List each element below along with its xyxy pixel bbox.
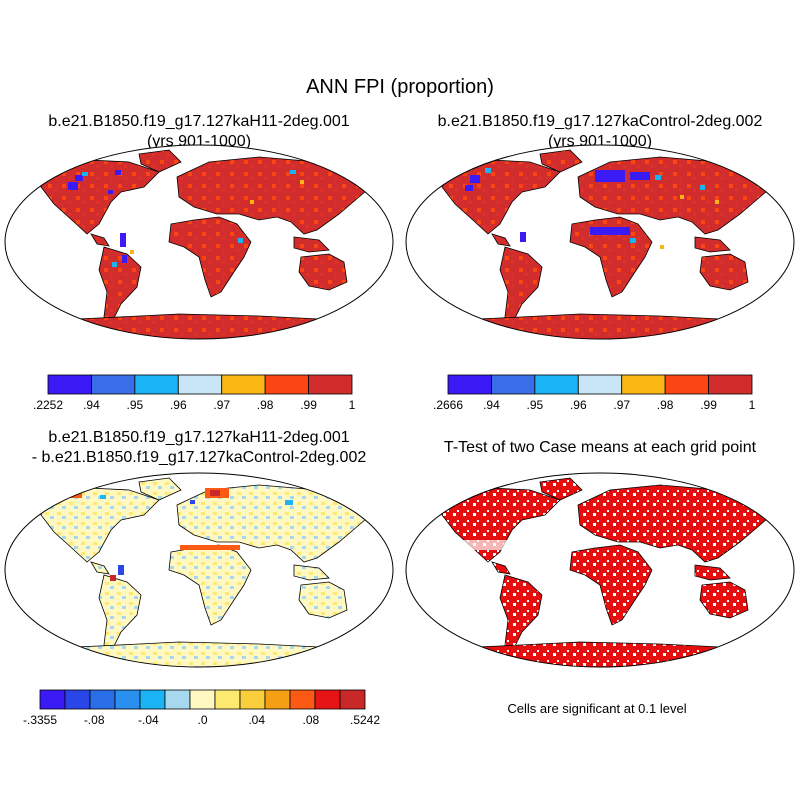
- colorbar-tick-label: .0: [197, 713, 207, 727]
- colorbar-swatch: [64, 689, 91, 710]
- colorbar-tick-label: .98: [657, 398, 674, 412]
- colorbar-tick-label: .99: [700, 398, 717, 412]
- colorbar-tick-label: .97: [213, 398, 230, 412]
- map-field: [5, 473, 393, 667]
- colorbar-tick-label: .94: [83, 398, 100, 412]
- colorbar-swatch: [308, 374, 353, 395]
- map-field: [406, 473, 794, 667]
- colorbar-swatch: [47, 374, 92, 395]
- colorbar-swatch: [214, 689, 241, 710]
- colorbar-swatch: [447, 374, 492, 395]
- colorbar-swatch: [577, 374, 623, 395]
- colorbar-swatch: [177, 374, 223, 395]
- panel-bottom-right: T-Test of two Case means at each grid po…: [405, 439, 795, 716]
- colorbar-swatch: [664, 374, 709, 395]
- colorbar-swatch: [491, 374, 536, 395]
- colorbar-tick-label: .04: [248, 713, 265, 727]
- colorbar-tick-label: .98: [257, 398, 274, 412]
- colorbar-tick-label: 1: [349, 398, 356, 412]
- colorbar-tick-label: -.3355: [23, 713, 57, 727]
- colorbar-swatch: [134, 374, 179, 395]
- colorbar: -.3355 -.08 -.04 .0 .04 .08 .5242: [23, 689, 380, 727]
- colorbar-swatch: [239, 689, 266, 710]
- colorbar-tick-label: 1: [749, 398, 756, 412]
- colorbar: .2666 .94 .95 .96 .97 .98 .99 1: [433, 374, 756, 412]
- colorbar-tick-label: .95: [527, 398, 544, 412]
- panel-title-line1: b.e21.B1850.f19_g17.127kaH11-2deg.001: [48, 429, 349, 446]
- colorbar-swatch: [114, 689, 141, 710]
- panel-title-line1: b.e21.B1850.f19_g17.127kaH11-2deg.001: [48, 113, 349, 130]
- colorbar-swatch: [314, 689, 341, 710]
- colorbar-swatch: [534, 374, 579, 395]
- map-outline: [405, 472, 795, 668]
- colorbar-tick-label: .5242: [350, 713, 380, 727]
- colorbar-tick-label: -.08: [84, 713, 105, 727]
- colorbar-tick-label: .97: [613, 398, 630, 412]
- colorbar-tick-label: .96: [570, 398, 587, 412]
- colorbar-tick-label: .08: [302, 713, 319, 727]
- colorbar-swatch: [264, 374, 309, 395]
- colorbar-tick-label: .95: [127, 398, 144, 412]
- colorbar-swatch: [164, 689, 191, 710]
- significance-note: Cells are significant at 0.1 level: [507, 701, 686, 716]
- colorbar-tick-label: .2666: [433, 398, 463, 412]
- map-outline: [405, 144, 795, 340]
- colorbar-swatch: [708, 374, 753, 395]
- colorbar-swatch: [139, 689, 166, 710]
- map-outline: [4, 472, 394, 668]
- colorbar-tick-label: .96: [170, 398, 187, 412]
- colorbar-swatch: [289, 689, 316, 710]
- colorbar-swatch: [89, 689, 116, 710]
- map-outline: [4, 144, 394, 340]
- colorbar-tick-label: .99: [300, 398, 317, 412]
- panel-title-line2: - b.e21.B1850.f19_g17.127kaControl-2deg.…: [32, 449, 367, 466]
- colorbar-swatch: [189, 689, 216, 710]
- colorbar-swatch: [39, 689, 66, 710]
- panel-top-right: b.e21.B1850.f19_g17.127kaControl-2deg.00…: [405, 113, 795, 412]
- panel-bottom-left: b.e21.B1850.f19_g17.127kaH11-2deg.001 - …: [4, 429, 394, 727]
- colorbar-tick-label: .94: [483, 398, 500, 412]
- colorbar-tick-label: -.04: [138, 713, 159, 727]
- colorbar-swatch: [221, 374, 266, 395]
- map-field: [5, 145, 393, 339]
- colorbar-tick-label: .2252: [33, 398, 63, 412]
- figure-title: ANN FPI (proportion): [306, 76, 494, 98]
- colorbar-swatch: [264, 689, 291, 710]
- panel-top-left: b.e21.B1850.f19_g17.127kaH11-2deg.001 (y…: [4, 113, 394, 412]
- colorbar-swatch: [339, 689, 366, 710]
- colorbar: .2252 .94 .95 .96 .97 .98 .99 1: [33, 374, 356, 412]
- panel-title-line1: b.e21.B1850.f19_g17.127kaControl-2deg.00…: [438, 113, 763, 130]
- panel-title: T-Test of two Case means at each grid po…: [444, 439, 757, 456]
- map-field: [406, 145, 794, 339]
- colorbar-swatch: [91, 374, 136, 395]
- colorbar-swatch: [621, 374, 666, 395]
